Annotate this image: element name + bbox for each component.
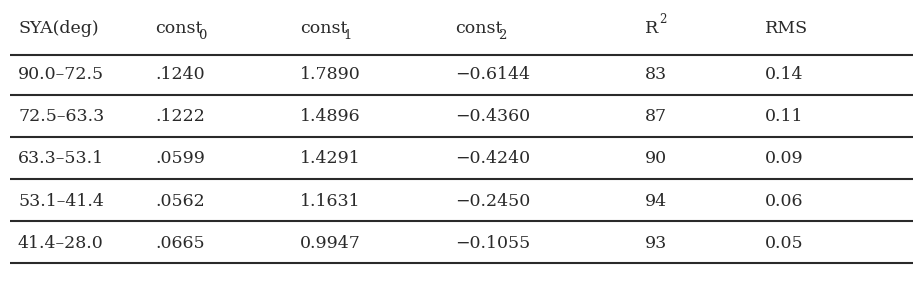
Text: R: R [645,20,658,37]
Text: .0562: .0562 [155,192,205,210]
Text: 0.05: 0.05 [765,235,804,252]
Text: 2: 2 [498,30,507,42]
Text: 0.11: 0.11 [765,109,804,125]
Text: −0.1055: −0.1055 [455,235,530,252]
Text: 0.14: 0.14 [765,66,804,84]
Text: 72.5–63.3: 72.5–63.3 [18,109,104,125]
Text: const: const [155,20,202,37]
Text: 90.0–72.5: 90.0–72.5 [18,66,104,84]
Text: const: const [300,20,347,37]
Text: .0665: .0665 [155,235,205,252]
Text: 1.7890: 1.7890 [300,66,361,84]
Text: .1222: .1222 [155,109,205,125]
Text: 87: 87 [645,109,667,125]
Text: −0.4360: −0.4360 [455,109,530,125]
Text: 90: 90 [645,150,667,167]
Text: RMS: RMS [765,20,809,37]
Text: 1.4291: 1.4291 [300,150,361,167]
Text: 1.4896: 1.4896 [300,109,361,125]
Text: 53.1–41.4: 53.1–41.4 [18,192,104,210]
Text: SYA(deg): SYA(deg) [18,20,99,37]
Text: 0: 0 [198,30,207,42]
Text: 0.06: 0.06 [765,192,804,210]
Text: −0.2450: −0.2450 [455,192,530,210]
Text: −0.6144: −0.6144 [455,66,530,84]
Text: 63.3–53.1: 63.3–53.1 [18,150,104,167]
Text: .1240: .1240 [155,66,205,84]
Text: 1.1631: 1.1631 [300,192,361,210]
Text: 83: 83 [645,66,667,84]
Text: 2: 2 [660,13,667,26]
Text: 93: 93 [645,235,667,252]
Text: 0.09: 0.09 [765,150,804,167]
Text: 0.9947: 0.9947 [300,235,361,252]
Text: const: const [455,20,502,37]
Text: 41.4–28.0: 41.4–28.0 [18,235,103,252]
Text: 1: 1 [343,30,352,42]
Text: 94: 94 [645,192,667,210]
Text: .0599: .0599 [155,150,205,167]
Text: −0.4240: −0.4240 [455,150,530,167]
